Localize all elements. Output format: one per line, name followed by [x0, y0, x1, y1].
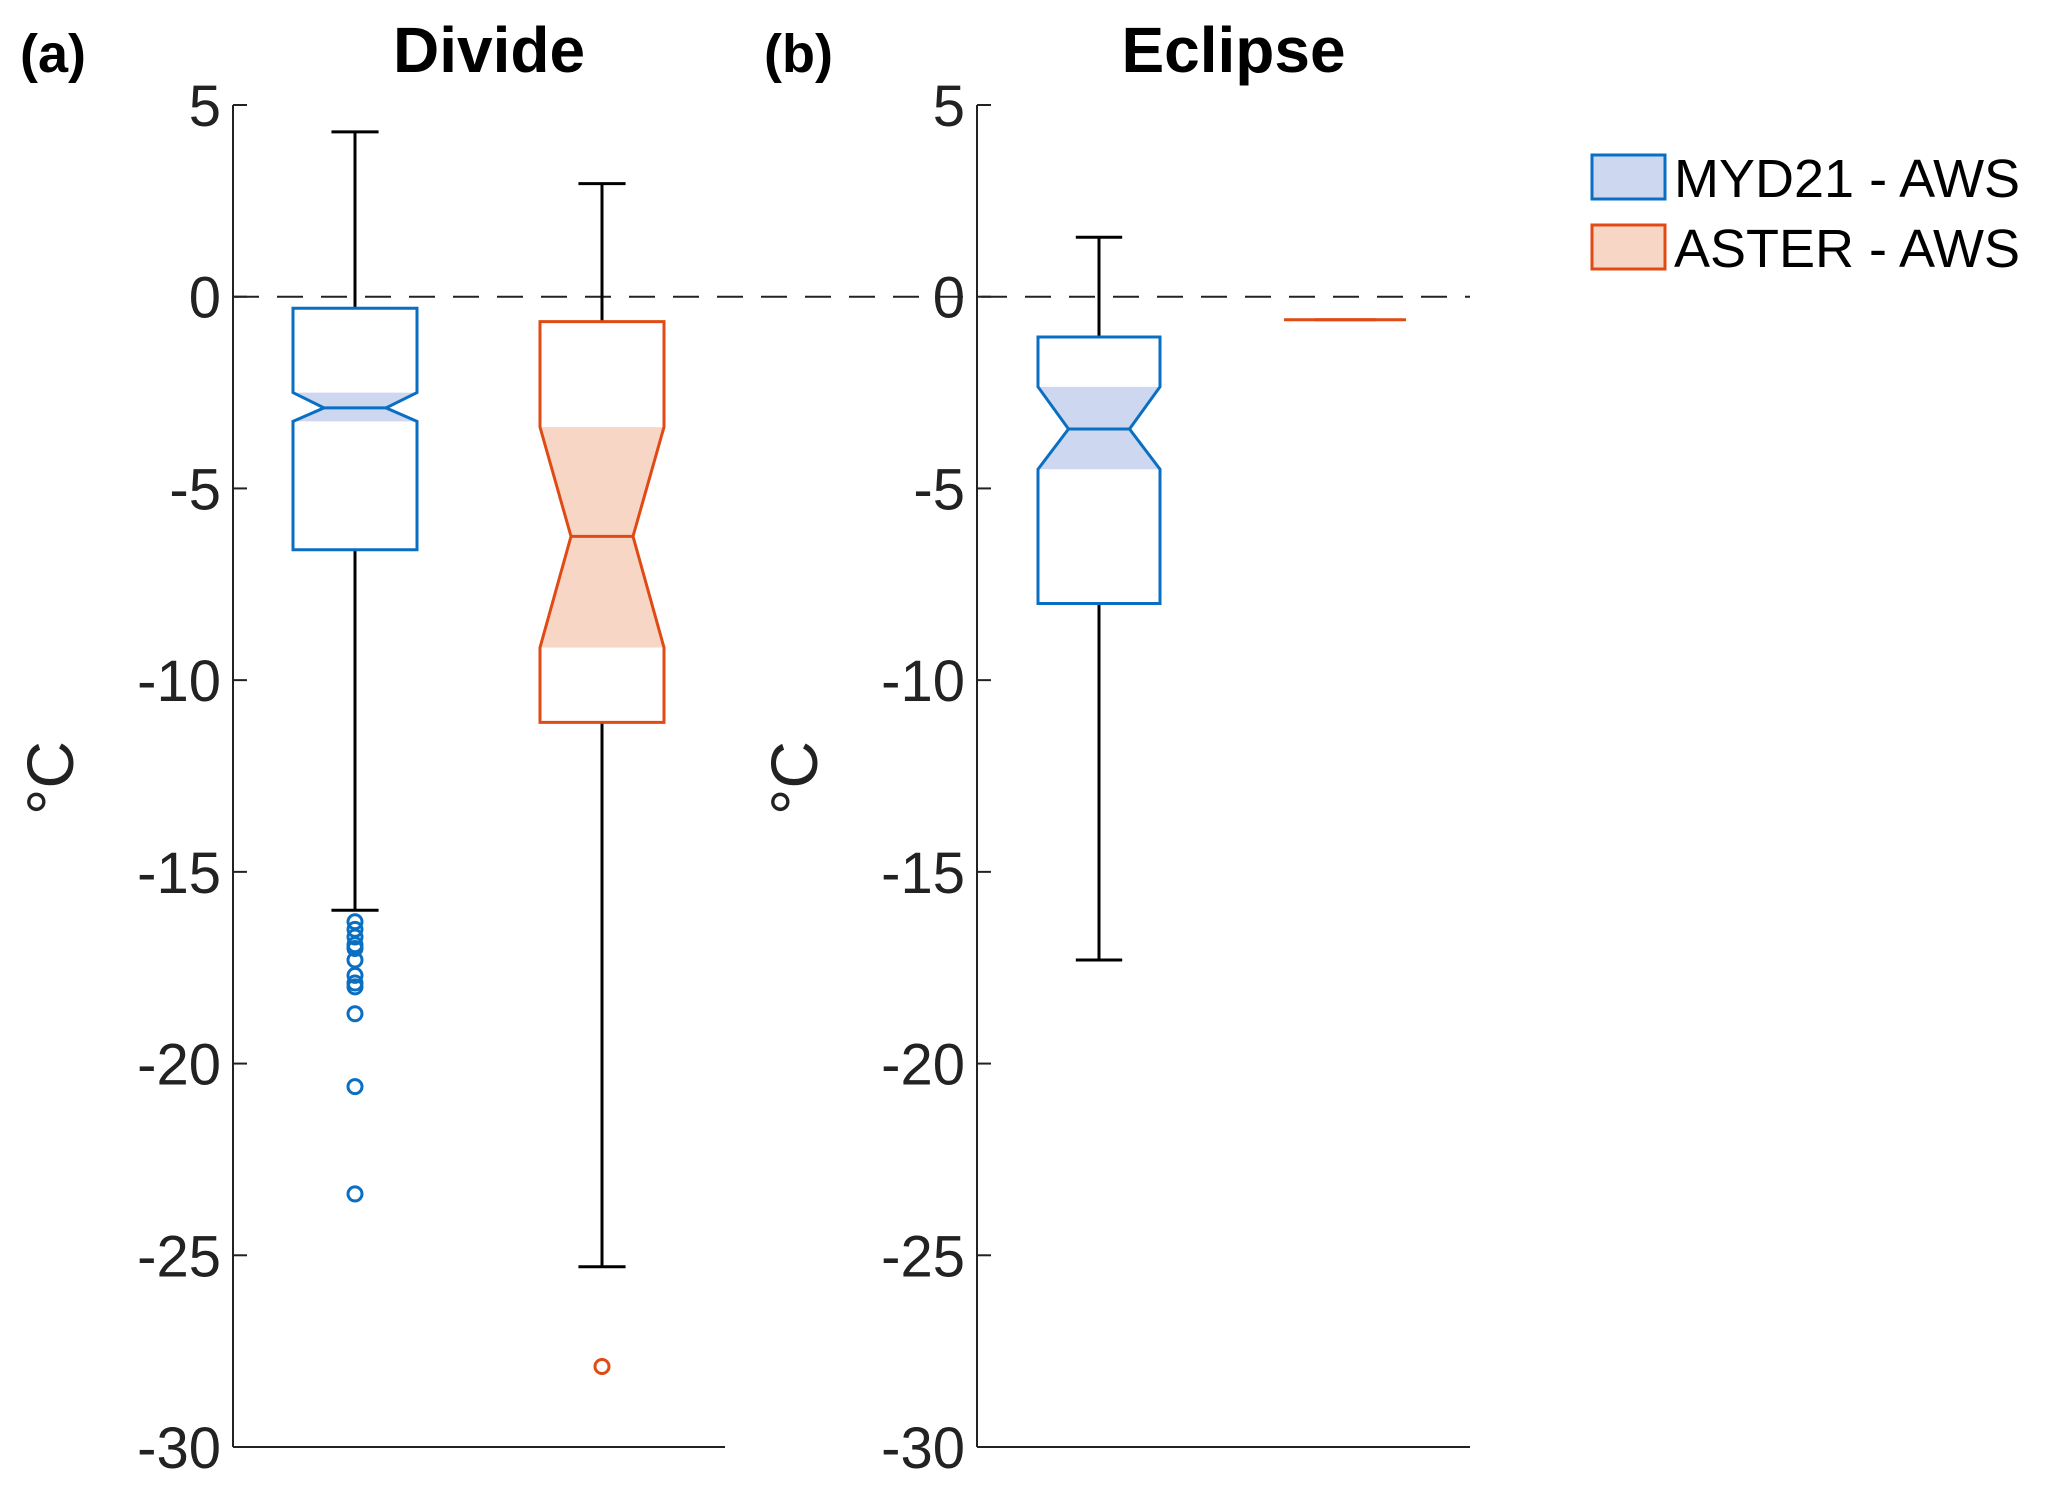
- y-tick-label: -25: [137, 1224, 221, 1289]
- legend-label-aster: ASTER - AWS: [1674, 219, 2020, 279]
- y-tick-label: -20: [881, 1033, 965, 1098]
- y-tick-label: -10: [881, 649, 965, 714]
- y-tick-label: -15: [881, 841, 965, 906]
- y-tick-label: -30: [881, 1416, 965, 1481]
- outlier-point: [346, 978, 364, 996]
- legend-label-myd21: MYD21 - AWS: [1674, 149, 2020, 209]
- panel-eclipse: 5 0 -5 -10 -15 -20 -25 -30 Eclipse (b) °C: [757, 14, 1470, 1481]
- box-myd21-aws: [1036, 235, 1162, 962]
- legend: MYD21 - AWS ASTER - AWS: [1590, 149, 2020, 279]
- legend-swatch-myd21: [1590, 153, 1667, 201]
- outlier-point: [346, 940, 364, 958]
- y-tick-label: -5: [169, 457, 221, 522]
- y-tick-label: -15: [137, 841, 221, 906]
- outlier-point: [346, 1078, 364, 1096]
- legend-swatch-aster: [1590, 223, 1667, 271]
- outlier-point: [346, 966, 364, 984]
- y-tick-label: 5: [189, 74, 221, 139]
- panel-label: (a): [20, 24, 86, 84]
- panel-title: Divide: [393, 14, 585, 86]
- box-myd21-aws: [291, 130, 419, 1203]
- outlier-point: [346, 1185, 364, 1203]
- panel-divide: 5 0 -5 -10 -15 -20 -25 -30 Divide (a) °C: [13, 14, 725, 1481]
- outlier-point: [593, 1357, 611, 1375]
- y-tick-label: 5: [933, 74, 965, 139]
- outlier-point: [346, 928, 364, 946]
- box-aster-aws: [538, 182, 666, 1375]
- y-axis-label: °C: [757, 741, 831, 815]
- outlier-point: [346, 1005, 364, 1023]
- y-tick-label: -30: [137, 1416, 221, 1481]
- y-tick-label: 0: [933, 266, 965, 331]
- y-tick-label: -10: [137, 649, 221, 714]
- y-tick-label: -25: [881, 1224, 965, 1289]
- y-tick-label: -5: [913, 457, 965, 522]
- panel-label: (b): [764, 24, 833, 84]
- y-axis-label: °C: [13, 741, 87, 815]
- y-tick-label: 0: [189, 266, 221, 331]
- box-outline: [1036, 335, 1162, 605]
- box-outline: [538, 320, 666, 724]
- box-outline: [291, 306, 419, 552]
- y-tick-label: -20: [137, 1033, 221, 1098]
- panel-title: Eclipse: [1121, 14, 1345, 86]
